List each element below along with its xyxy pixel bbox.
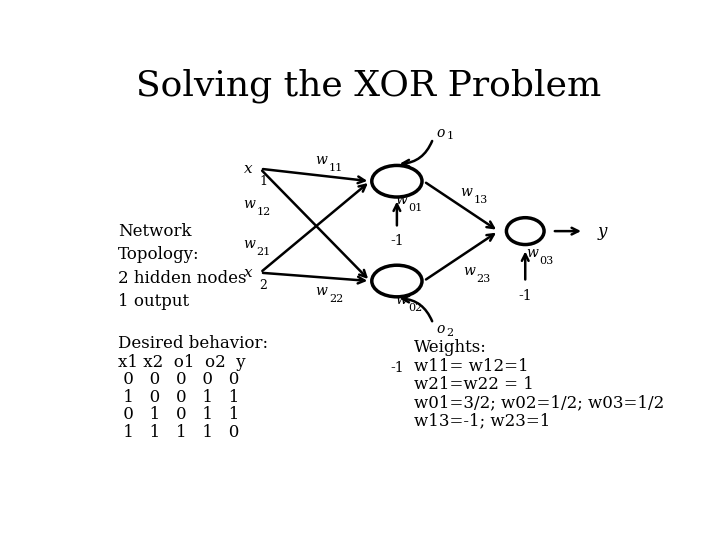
Text: 21: 21 — [256, 246, 271, 256]
Text: o: o — [436, 322, 445, 336]
Text: 0   0   0   0   0: 0 0 0 0 0 — [118, 371, 239, 388]
Text: x1 x2  o1  o2  y: x1 x2 o1 o2 y — [118, 354, 246, 371]
Text: 03: 03 — [539, 256, 554, 266]
Text: w: w — [315, 153, 328, 167]
Text: 13: 13 — [474, 194, 488, 205]
Text: x: x — [244, 266, 253, 280]
Text: Network
Topology:
2 hidden nodes
1 output: Network Topology: 2 hidden nodes 1 outpu… — [118, 223, 246, 310]
Text: o: o — [436, 126, 445, 140]
Text: y: y — [598, 222, 607, 240]
Text: w: w — [315, 285, 328, 299]
Text: w: w — [243, 237, 255, 251]
Text: Weights:: Weights: — [414, 339, 487, 356]
Text: x: x — [244, 162, 253, 176]
Text: -1: -1 — [518, 288, 532, 302]
Text: w01=3/2; w02=1/2; w03=1/2: w01=3/2; w02=1/2; w03=1/2 — [414, 394, 664, 411]
Text: -1: -1 — [390, 234, 404, 248]
Text: 11: 11 — [329, 163, 343, 173]
Ellipse shape — [506, 218, 544, 245]
Ellipse shape — [372, 265, 422, 297]
Text: w: w — [464, 264, 475, 278]
Text: 12: 12 — [256, 207, 271, 217]
Text: w: w — [461, 185, 472, 199]
Text: w11= w12=1: w11= w12=1 — [414, 357, 528, 375]
Text: 1: 1 — [446, 131, 454, 141]
Text: 0   1   0   1   1: 0 1 0 1 1 — [118, 406, 239, 423]
Text: 1   1   1   1   0: 1 1 1 1 0 — [118, 424, 239, 441]
Text: 1   0   0   1   1: 1 0 0 1 1 — [118, 389, 239, 406]
Text: -1: -1 — [390, 361, 404, 375]
Ellipse shape — [372, 165, 422, 197]
Text: Desired behavior:: Desired behavior: — [118, 335, 268, 352]
Text: 02: 02 — [409, 303, 423, 313]
Text: 01: 01 — [409, 203, 423, 213]
Text: w: w — [395, 293, 408, 307]
Text: 2: 2 — [259, 279, 267, 292]
Text: Solving the XOR Problem: Solving the XOR Problem — [136, 69, 602, 103]
Text: w: w — [395, 193, 408, 207]
Text: w: w — [243, 197, 255, 211]
Text: 2: 2 — [446, 328, 454, 339]
Text: w21=w22 = 1: w21=w22 = 1 — [414, 376, 534, 393]
Text: 1: 1 — [259, 175, 267, 188]
Text: 23: 23 — [477, 274, 491, 284]
Text: 22: 22 — [329, 294, 343, 305]
Text: w13=-1; w23=1: w13=-1; w23=1 — [414, 413, 550, 429]
Text: w: w — [526, 246, 538, 260]
